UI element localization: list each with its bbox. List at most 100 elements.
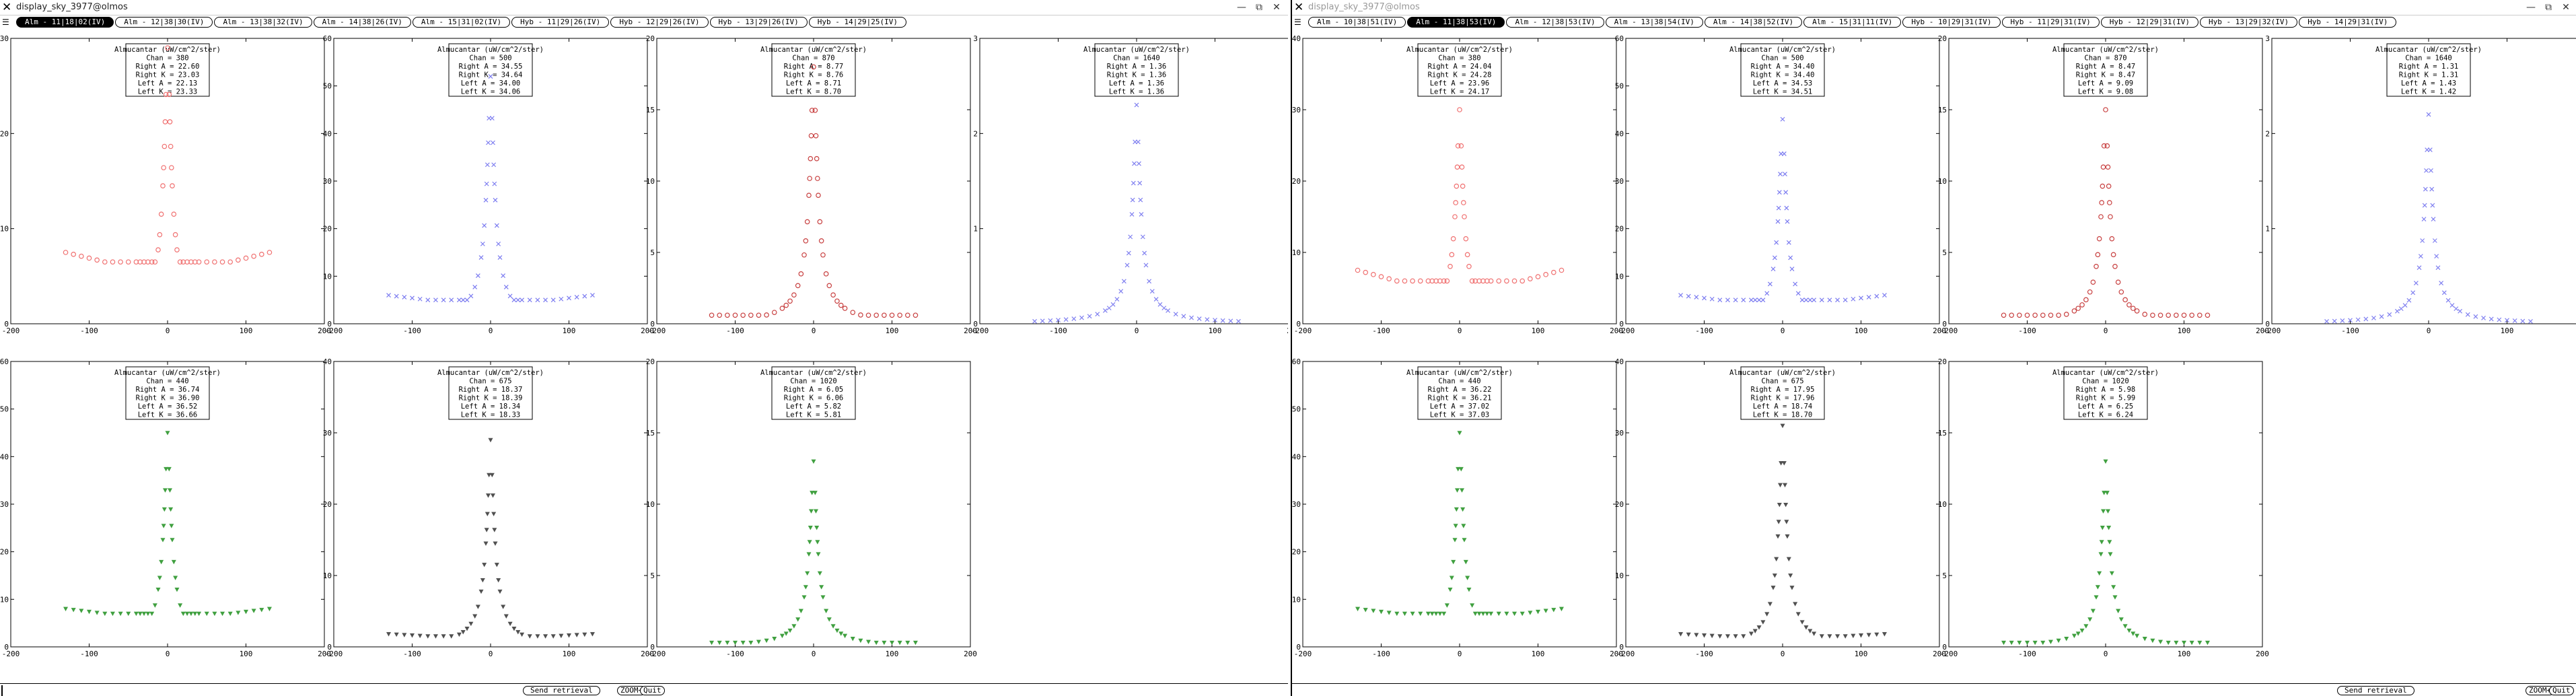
data-point (1079, 315, 1084, 320)
data-point (1756, 625, 1762, 630)
data-point (2017, 312, 2022, 318)
data-point (386, 632, 392, 637)
tab-alm-4[interactable]: Alm - 14|38|26(IV) (313, 17, 411, 28)
legend-box (448, 43, 533, 97)
tab-hyb-2[interactable]: Hyb - 12|29|26(IV) (610, 17, 709, 28)
data-point (764, 312, 769, 318)
legend-line: Left K = 34.51 (1753, 88, 1813, 96)
data-point (2032, 312, 2038, 318)
y-tick-label: 0 (1296, 643, 1301, 652)
tab-alm-5[interactable]: Alm - 15|31|02(IV) (412, 17, 511, 28)
data-point (1496, 278, 1502, 284)
tab-alm-5[interactable]: Alm - 14|38|52(IV) (1704, 17, 1803, 28)
window-titlebar[interactable]: ✕ display_sky_3977@olmos — ⧉ ✕ (1292, 0, 2576, 15)
quit-button[interactable]: Quit (2549, 686, 2574, 695)
data-point (460, 630, 466, 635)
tab-hyb-1[interactable]: Hyb - 10|29|31(IV) (1902, 17, 2001, 28)
tab-alm-3[interactable]: Alm - 12|38|53(IV) (1506, 17, 1604, 28)
close-button[interactable]: ✕ (2562, 2, 2570, 13)
data-point (2197, 640, 2203, 646)
data-point (1678, 293, 1683, 298)
data-point (559, 633, 564, 639)
data-point (1378, 274, 1384, 279)
data-point (882, 312, 887, 318)
data-point (2324, 319, 2329, 324)
data-point (1453, 524, 1458, 528)
data-point (795, 283, 801, 289)
quit-button[interactable]: Quit (640, 686, 665, 695)
x-tick-label: 0 (1135, 326, 1139, 335)
data-point (2371, 315, 2376, 320)
data-point (1138, 197, 1143, 203)
data-point (905, 640, 910, 646)
data-point (79, 608, 84, 613)
tab-hyb-2[interactable]: Hyb - 11|29|31(IV) (2001, 17, 2100, 28)
data-point (772, 637, 777, 641)
y-tick-label: 0 (4, 320, 9, 328)
data-point (1774, 240, 1779, 245)
data-point (2118, 289, 2124, 295)
legend-box (1094, 43, 1179, 97)
data-point (709, 312, 715, 318)
tab-alm-2[interactable]: Alm - 11|38|53(IV) (1407, 17, 1505, 28)
y-tick-label: 10 (1292, 248, 1301, 257)
tab-alm-2[interactable]: Alm - 12|38|30(IV) (115, 17, 213, 28)
y-tick-label: 10 (1938, 177, 1947, 186)
legend-line: Right K = 5.99 (2076, 394, 2136, 403)
data-point (468, 621, 474, 627)
data-point (814, 526, 820, 530)
legend-line: Almucantar (uW/cm^2/ster) (114, 369, 221, 377)
data-point (118, 611, 123, 617)
tab-hyb-1[interactable]: Hyb - 11|29|26(IV) (511, 17, 610, 28)
data-point (2528, 319, 2533, 324)
data-point (402, 633, 407, 637)
data-point (1709, 296, 1715, 302)
y-tick-label: 5 (1942, 248, 1947, 257)
tab-hyb-4[interactable]: Hyb - 13|29|32(IV) (2199, 17, 2298, 28)
data-point (2497, 317, 2502, 322)
send-retrieval-button[interactable]: Send retrieval (523, 686, 600, 695)
legend-line: Left A = 8.71 (786, 79, 841, 88)
window-titlebar[interactable]: ✕ display_sky_3977@olmos — ⧉ ✕ (0, 0, 1288, 15)
legend-line: Chan = 870 (2084, 55, 2126, 63)
close-button[interactable]: ✕ (1273, 2, 1281, 13)
data-point (507, 621, 513, 627)
data-point (1511, 278, 1517, 284)
tab-hyb-4[interactable]: Hyb - 14|29|25(IV) (808, 17, 906, 28)
data-point (2189, 312, 2194, 318)
tab-hyb-3[interactable]: Hyb - 13|29|26(IV) (709, 17, 808, 28)
legend-line: Left A = 1.43 (2401, 79, 2456, 88)
minimize-button[interactable]: — (2526, 2, 2536, 13)
legend-line: Chan = 1020 (790, 378, 837, 386)
menu-icon[interactable]: ☰ (2, 18, 9, 27)
data-point (102, 259, 108, 265)
data-point (1827, 634, 1832, 639)
x-tick-label: -200 (1940, 650, 1958, 658)
y-tick-label: 30 (323, 429, 332, 438)
menu-icon[interactable]: ☰ (1294, 18, 1301, 27)
zoom-button[interactable]: ZOOM+ (2526, 686, 2555, 695)
data-point (192, 611, 198, 617)
tab-alm-1[interactable]: Alm - 10|38|51(IV) (1308, 17, 1406, 28)
tab-alm-4[interactable]: Alm - 13|38|54(IV) (1605, 17, 1703, 28)
tab-hyb-5[interactable]: Hyb - 14|29|31(IV) (2299, 17, 2397, 28)
y-tick-label: 0 (1619, 643, 1624, 652)
x-tick-label: 200 (1933, 326, 1946, 335)
restore-button[interactable]: ⧉ (2545, 2, 2552, 13)
y-tick-label: 30 (1615, 429, 1624, 438)
data-point (1812, 298, 1817, 303)
tab-alm-3[interactable]: Alm - 13|38|32(IV) (214, 17, 312, 28)
send-retrieval-button[interactable]: Send retrieval (2337, 686, 2414, 695)
data-point (1752, 629, 1758, 633)
data-point (2413, 281, 2419, 286)
minimize-button[interactable]: — (1237, 2, 1246, 13)
restore-button[interactable]: ⧉ (1256, 2, 1262, 13)
tab-hyb-3[interactable]: Hyb - 12|29|31(IV) (2100, 17, 2198, 28)
tab-alm-6[interactable]: Alm - 15|31|11(IV) (1803, 17, 1902, 28)
legend-line: Almucantar (uW/cm^2/ster) (1083, 46, 1190, 54)
tab-alm-1[interactable]: Alm - 11|18|02(IV) (16, 17, 114, 28)
legend-line: Almucantar (uW/cm^2/ster) (2052, 369, 2159, 377)
data-point (798, 608, 803, 614)
